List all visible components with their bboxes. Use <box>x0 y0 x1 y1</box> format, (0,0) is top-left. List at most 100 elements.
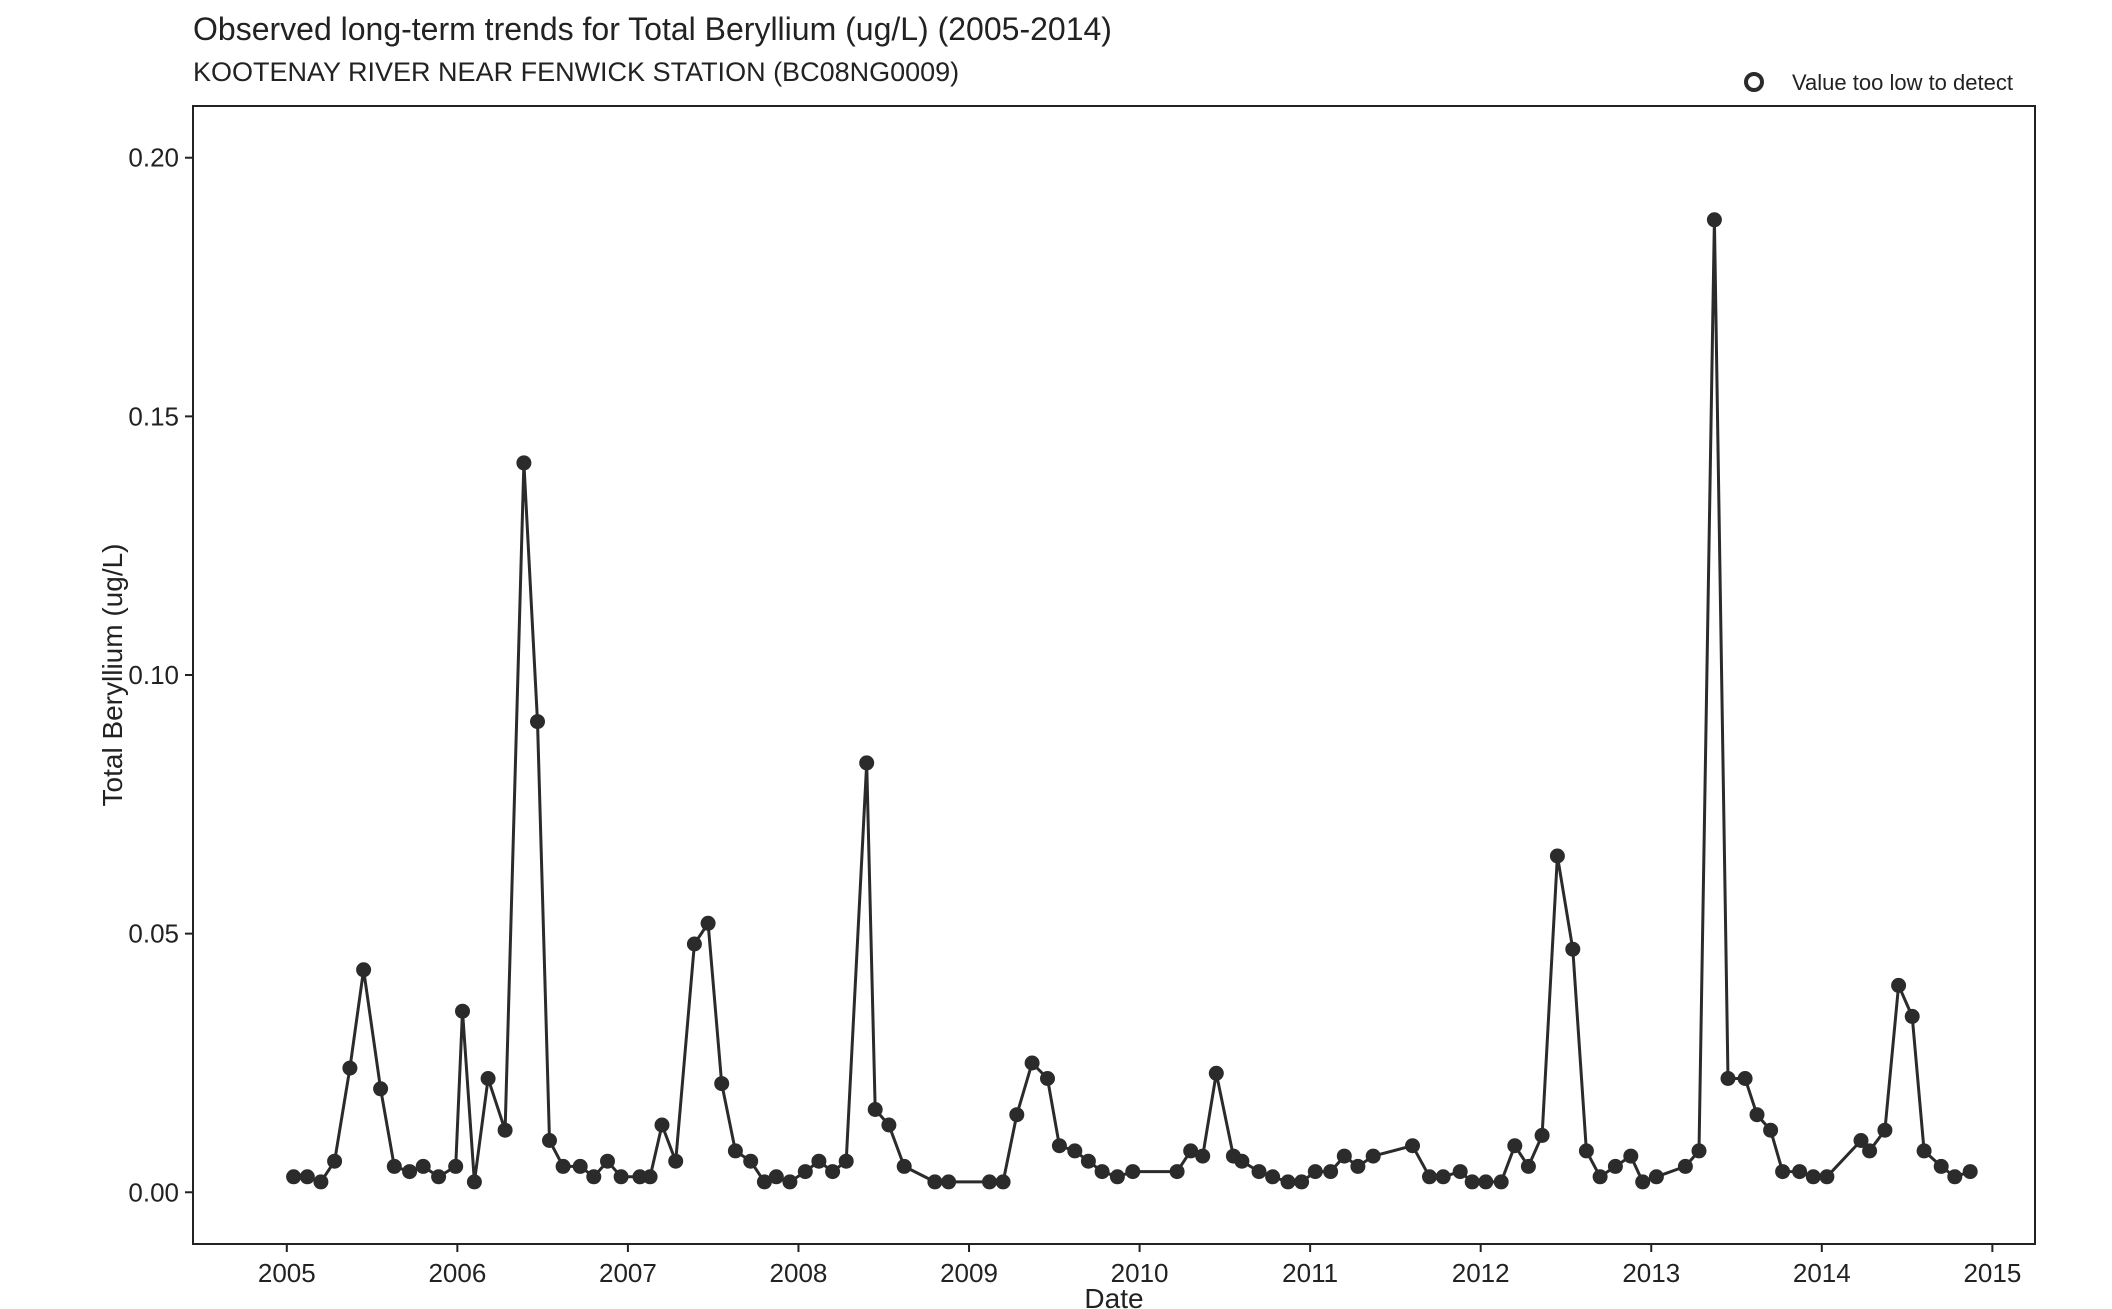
data-point <box>1478 1174 1494 1190</box>
data-point <box>1565 941 1581 957</box>
data-point <box>1234 1153 1250 1169</box>
data-point <box>756 1174 772 1190</box>
data-point <box>1024 1055 1040 1071</box>
data-point <box>1183 1143 1199 1159</box>
data-point <box>1763 1122 1779 1138</box>
data-point <box>1350 1158 1366 1174</box>
data-point <box>1775 1164 1791 1180</box>
data-point <box>586 1169 602 1185</box>
data-point <box>1265 1169 1281 1185</box>
data-point <box>327 1153 343 1169</box>
data-point <box>1720 1071 1736 1086</box>
data-point <box>1749 1107 1765 1123</box>
data-point <box>1737 1071 1753 1086</box>
data-point <box>867 1102 883 1117</box>
data-point <box>1094 1164 1110 1180</box>
data-point <box>1916 1143 1932 1159</box>
chart-title: Observed long-term trends for Total Bery… <box>193 11 1112 47</box>
data-point <box>1493 1174 1509 1190</box>
data-point <box>1877 1122 1893 1138</box>
data-point <box>1677 1158 1693 1174</box>
data-point <box>654 1117 670 1133</box>
data-point <box>1853 1133 1869 1148</box>
data-point <box>668 1153 684 1169</box>
data-point <box>1452 1164 1468 1180</box>
legend: Value too low to detect <box>1744 70 2013 95</box>
data-point <box>1904 1008 1920 1024</box>
data-point <box>1933 1158 1949 1174</box>
y-tick-label: 0.15 <box>128 401 179 431</box>
data-point <box>480 1071 496 1086</box>
x-axis: 2005 2006 2007 2008 2009 2010 2011 2012 2013 2014… <box>258 1244 2021 1288</box>
x-tick-label: 2006 <box>428 1258 486 1288</box>
data-point <box>927 1174 943 1190</box>
data-point <box>1323 1164 1339 1180</box>
chart-subtitle: KOOTENAY RIVER NEAR FENWICK STATION (BC0… <box>193 57 959 87</box>
data-point <box>448 1158 464 1174</box>
data-point <box>1805 1169 1821 1185</box>
data-point <box>825 1164 841 1180</box>
data-point <box>1534 1127 1550 1143</box>
data-point <box>1307 1164 1323 1180</box>
x-tick-label: 2012 <box>1452 1258 1510 1288</box>
data-point <box>1648 1169 1664 1185</box>
data-point <box>542 1133 557 1148</box>
data-point <box>982 1174 997 1190</box>
data-point <box>811 1153 827 1169</box>
data-point <box>516 455 532 471</box>
data-point <box>1169 1164 1185 1180</box>
data-point <box>1040 1071 1055 1086</box>
data-point <box>1080 1153 1096 1169</box>
data-point <box>995 1174 1011 1190</box>
data-point <box>286 1169 302 1185</box>
data-point <box>1067 1143 1083 1159</box>
data-point <box>1009 1107 1025 1123</box>
x-tick-label: 2008 <box>770 1258 828 1288</box>
data-point <box>402 1164 418 1180</box>
data-point <box>1336 1148 1352 1164</box>
y-tick-label: 0.20 <box>128 143 179 173</box>
data-point <box>356 962 372 978</box>
data-point <box>941 1174 957 1190</box>
data-point <box>431 1169 447 1185</box>
data-point <box>743 1153 759 1169</box>
data-point <box>1435 1169 1451 1185</box>
y-tick-label: 0.10 <box>128 660 179 690</box>
data-points <box>286 212 1978 1190</box>
legend-label: Value too low to detect <box>1792 70 2013 95</box>
x-tick-label: 2010 <box>1111 1258 1169 1288</box>
data-point <box>313 1174 329 1190</box>
x-tick-label: 2005 <box>258 1258 316 1288</box>
data-point <box>455 1003 470 1019</box>
data-point <box>782 1174 798 1190</box>
data-point <box>342 1060 358 1076</box>
data-point <box>1365 1148 1381 1164</box>
data-point <box>555 1158 571 1174</box>
data-point <box>1251 1164 1267 1180</box>
data-point <box>1891 977 1907 993</box>
data-point <box>1405 1138 1420 1154</box>
x-tick-label: 2013 <box>1622 1258 1680 1288</box>
data-point <box>299 1169 315 1185</box>
data-point <box>1592 1169 1608 1185</box>
data-point <box>768 1169 784 1185</box>
data-point <box>642 1169 658 1185</box>
x-axis-title: Date <box>1084 1283 1143 1309</box>
data-point <box>1507 1138 1523 1154</box>
data-point <box>1691 1143 1707 1159</box>
data-point <box>1109 1169 1125 1185</box>
data-point <box>1208 1065 1224 1081</box>
data-point <box>1962 1164 1978 1180</box>
y-tick-label: 0.00 <box>128 1177 179 1207</box>
data-point <box>797 1164 813 1180</box>
data-point <box>1520 1158 1536 1174</box>
plot-panel <box>192 105 2036 1245</box>
data-point <box>572 1158 588 1174</box>
data-point <box>1623 1148 1639 1164</box>
data-point <box>497 1122 513 1138</box>
data-point <box>1607 1158 1623 1174</box>
y-tick-label: 0.05 <box>128 919 179 949</box>
data-point <box>1947 1169 1963 1185</box>
data-point <box>1706 212 1722 228</box>
